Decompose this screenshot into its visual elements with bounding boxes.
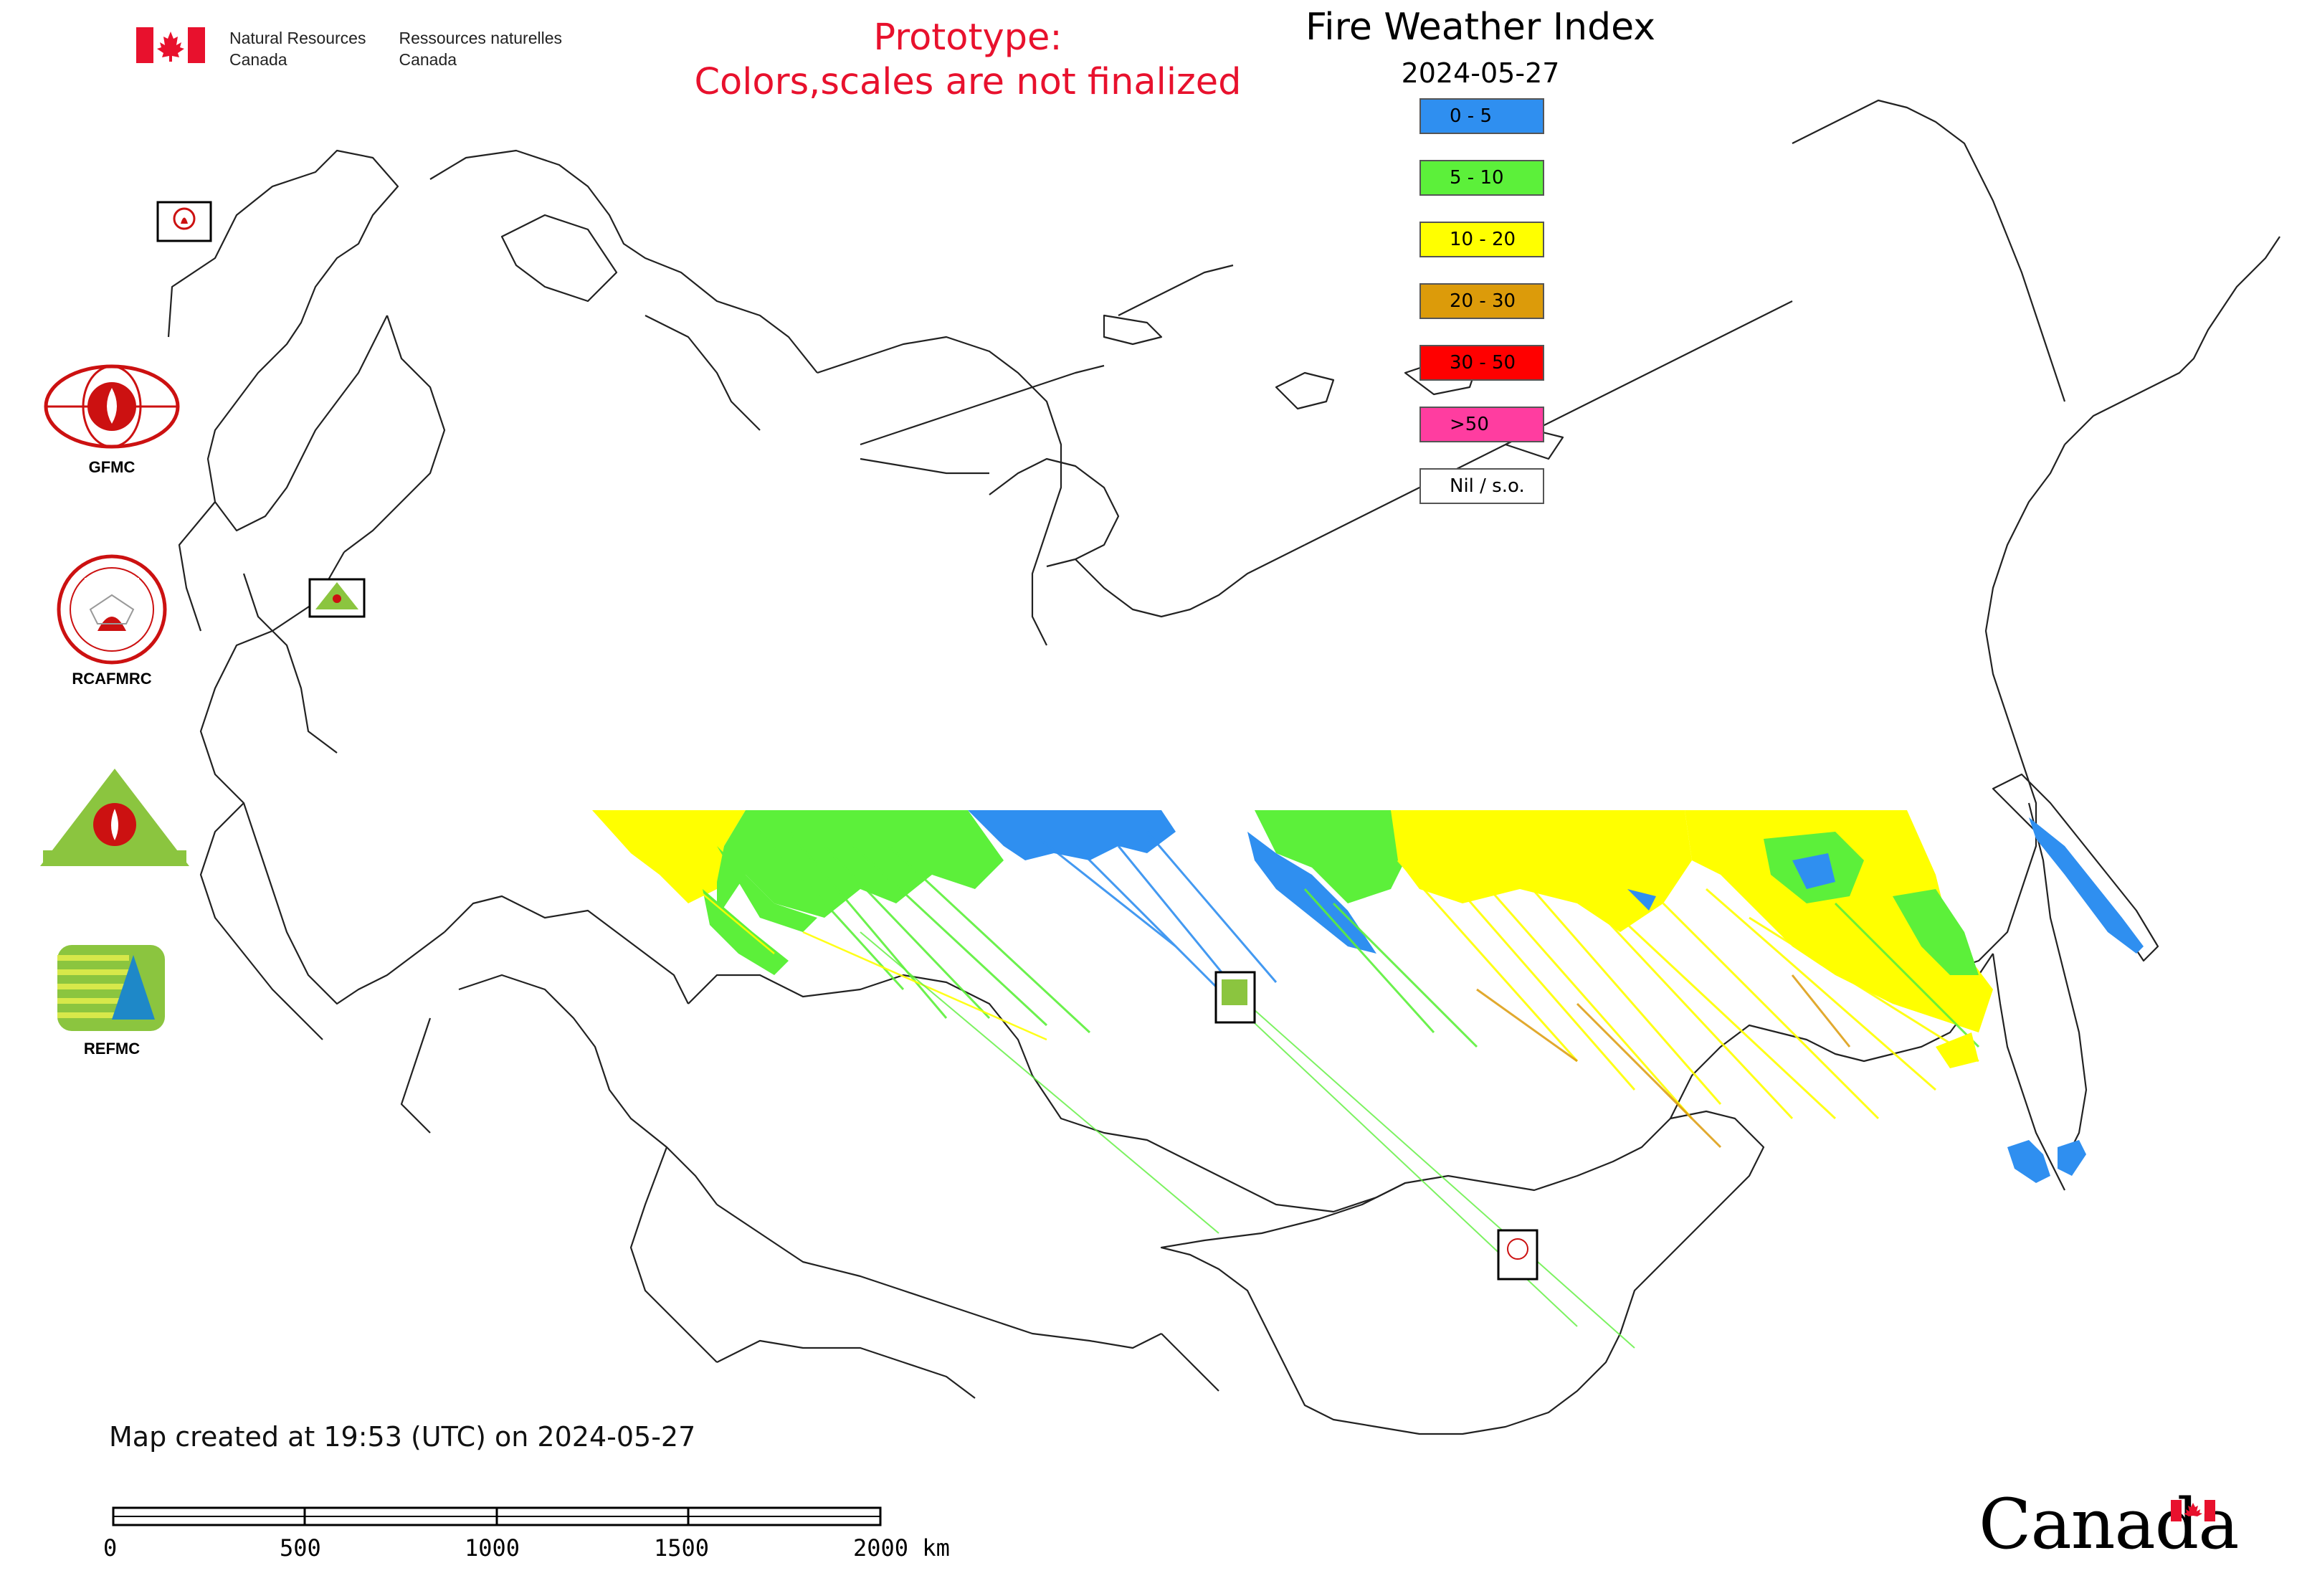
rcafmrc-logo [57, 554, 167, 665]
reefmc-marker [308, 578, 366, 618]
agency-fr-line1: Ressources naturelles [399, 29, 563, 47]
country-outlines [167, 99, 2280, 1435]
government-header: Natural Resources Canada Ressources natu… [136, 27, 562, 77]
legend-item: 0 - 5 [1419, 98, 1544, 134]
org-gfmc: GFMC [40, 362, 184, 477]
rcafmrc-marker [1497, 1229, 1538, 1281]
scale-label: 500 [280, 1534, 321, 1562]
fwi-swaths [592, 810, 2144, 1349]
legend-item: 30 - 50 [1419, 345, 1544, 381]
gfmc-marker [156, 201, 212, 242]
created-note: Map created at 19:53 (UTC) on 2024-05-27 [109, 1421, 696, 1453]
agency-name-en: Natural Resources Canada [229, 27, 366, 70]
agency-name-fr: Ressources naturelles Canada [399, 27, 562, 70]
org-refmc: REFMC [47, 941, 176, 1058]
org-label-refmc: REFMC [83, 1040, 141, 1058]
canada-wordmark: Canada [1979, 1484, 2239, 1564]
agency-en-line2: Canada [229, 50, 287, 69]
org-rcafmrc: RCAFMRC [47, 552, 176, 688]
scale-label: 0 [103, 1534, 118, 1562]
agency-fr-line2: Canada [399, 50, 457, 69]
legend-item: 20 - 30 [1419, 283, 1544, 319]
scale-bar [112, 1506, 882, 1526]
refmc-marker [1214, 971, 1256, 1024]
refmc-logo [57, 945, 165, 1031]
reefmc-logo [40, 769, 189, 866]
wordmark-flag-icon [2171, 1500, 2215, 1521]
org-label-rcafmrc: RCAFMRC [72, 670, 152, 688]
map-date: 2024-05-27 [1401, 57, 1560, 89]
org-label-gfmc: GFMC [88, 458, 135, 476]
legend-item: 5 - 10 [1419, 160, 1544, 196]
org-reefmc [36, 766, 194, 876]
scale-label: 2000 km [853, 1534, 950, 1562]
legend-item: Nil / s.o. [1419, 468, 1544, 504]
prototype-note: Prototype: Colors,scales are not finaliz… [645, 16, 1290, 105]
map-title: Fire Weather Index [1305, 6, 1655, 49]
canada-flag-icon [136, 27, 205, 63]
prototype-note-line1: Prototype: [873, 16, 1062, 59]
scale-label: 1000 [465, 1534, 520, 1562]
gfmc-logo [44, 364, 180, 449]
legend-item: >50 [1419, 407, 1544, 442]
scale-label: 1500 [654, 1534, 710, 1562]
prototype-note-line2: Colors,scales are not finalized [694, 61, 1242, 103]
agency-en-line1: Natural Resources [229, 29, 366, 47]
legend-item: 10 - 20 [1419, 222, 1544, 257]
